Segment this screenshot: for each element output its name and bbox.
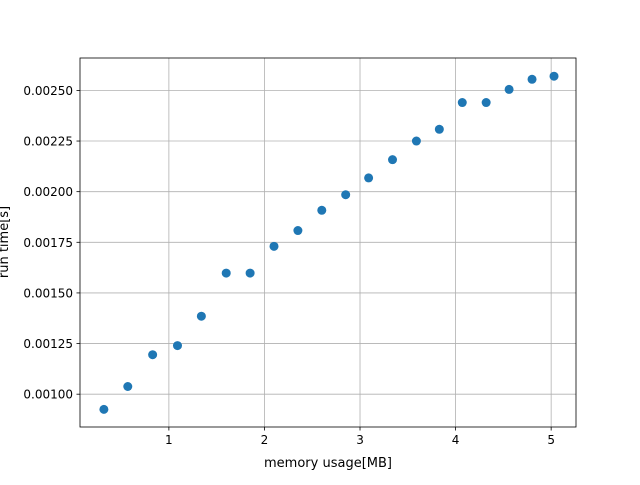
grid [80, 58, 576, 427]
data-point [123, 381, 133, 391]
x-tick-label: 5 [547, 433, 555, 447]
y-tick-label: 0.00125 [23, 337, 73, 351]
x-tick-label: 2 [261, 433, 269, 447]
x-tick-label: 1 [165, 433, 173, 447]
data-point [221, 268, 231, 278]
data-point [504, 84, 514, 94]
x-tick-label: 4 [452, 433, 460, 447]
x-axis-label: memory usage[MB] [264, 456, 392, 471]
data-point [245, 268, 255, 278]
y-tick-label: 0.00175 [23, 236, 73, 250]
axis-ticks: 1 2 3 4 5 0.00100 0.00125 0.00150 0.00175 0.00200… [23, 84, 555, 447]
data-point [172, 341, 182, 351]
data-point [364, 173, 374, 183]
x-tick-label: 3 [356, 433, 364, 447]
y-tick-label: 0.00150 [23, 286, 73, 300]
data-point [293, 226, 303, 236]
data-point [317, 205, 327, 215]
data-point [99, 404, 109, 414]
data-point [549, 71, 559, 81]
data-point [269, 241, 279, 251]
data-point [341, 190, 351, 200]
data-points [99, 71, 559, 414]
data-point [411, 136, 421, 146]
data-point [457, 98, 467, 108]
data-point [196, 311, 206, 321]
y-axis-label: run time[s] [0, 206, 12, 278]
y-tick-label: 0.00225 [23, 135, 73, 149]
y-tick-label: 0.00100 [23, 388, 73, 402]
plot-frame [79, 57, 577, 428]
data-point [527, 74, 537, 84]
y-tick-label: 0.00250 [23, 84, 73, 98]
data-point [388, 155, 398, 165]
y-tick-label: 0.00200 [23, 185, 73, 199]
data-point [481, 98, 491, 108]
data-point [434, 124, 444, 134]
data-point [148, 350, 158, 360]
